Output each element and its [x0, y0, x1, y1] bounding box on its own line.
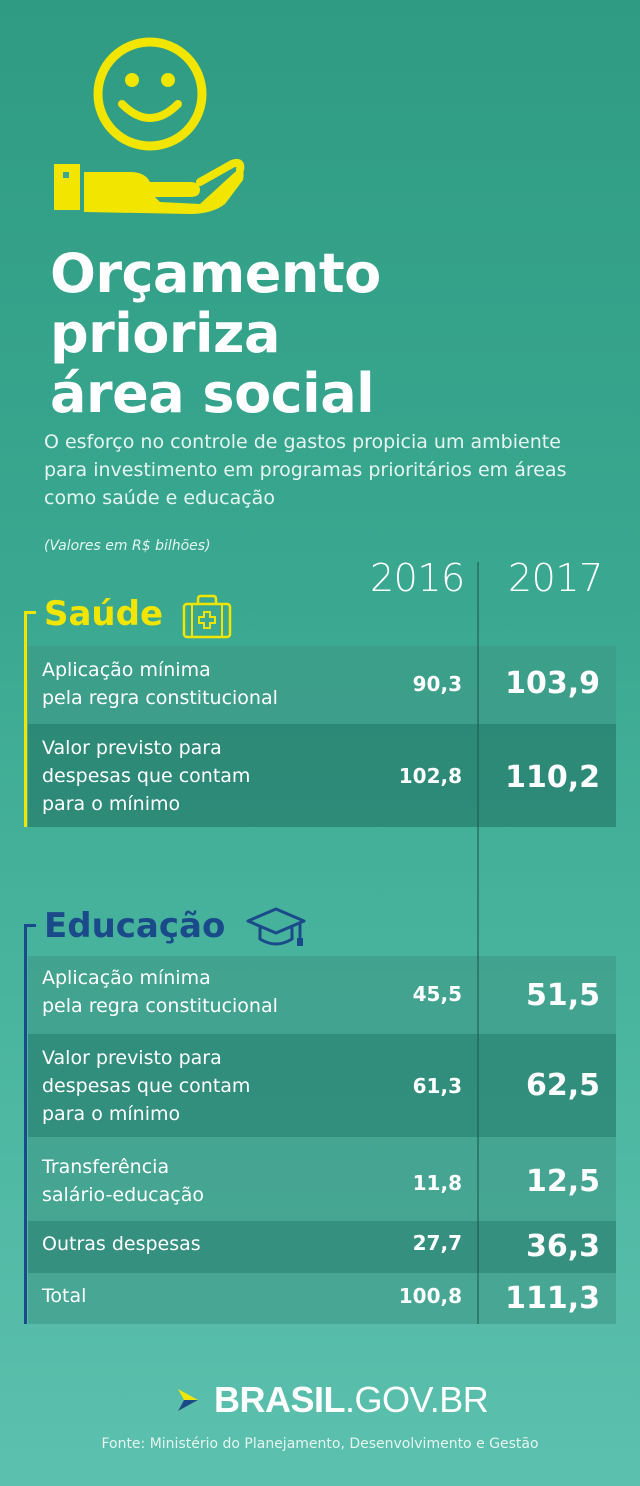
educacao-accent-bar	[24, 924, 27, 1324]
row-label: Transferência salário-educação	[42, 1153, 204, 1209]
title-line: prioriza	[50, 302, 280, 365]
row-label-line: salário-educação	[42, 1184, 204, 1206]
row-label-line: Outras despesas	[42, 1233, 201, 1255]
row-label-line: Aplicação mínima	[42, 659, 211, 681]
title-line: área social	[50, 362, 375, 425]
row-label: Valor previsto para despesas que contam …	[42, 1044, 250, 1128]
value-2017: 111,3	[505, 1281, 600, 1316]
row-label-line: pela regra constitucional	[42, 995, 278, 1017]
row-label-line: Valor previsto para	[42, 737, 222, 759]
row-label-line: Valor previsto para	[42, 1047, 222, 1069]
column-header-2016: 2016	[370, 556, 465, 600]
value-2016: 61,3	[412, 1074, 462, 1098]
table-row: Outras despesas 27,7 36,3	[28, 1221, 616, 1273]
row-label: Valor previsto para despesas que contam …	[42, 734, 250, 818]
row-label: Aplicação mínima pela regra constitucion…	[42, 964, 278, 1020]
value-2017: 36,3	[525, 1229, 600, 1264]
title-line: Orçamento	[50, 242, 381, 305]
educacao-accent-tick	[24, 924, 36, 927]
table-row: Transferência salário-educação 11,8 12,5	[28, 1137, 616, 1221]
saude-accent-tick	[24, 611, 36, 614]
smiley-hand-icon	[54, 37, 245, 214]
value-2017: 62,5	[525, 1068, 600, 1103]
source-note: Fonte: Ministério do Planejamento, Desen…	[101, 1436, 539, 1452]
section-title-saude: Saúde	[44, 594, 164, 634]
unit-note: (Valores em R$ bilhões)	[44, 538, 211, 554]
row-label-line: Aplicação mínima	[42, 967, 211, 989]
logo-arrow-icon	[178, 1389, 198, 1411]
logo-text-rest: .GOV.BR	[345, 1379, 489, 1420]
first-aid-kit-icon	[182, 594, 232, 639]
value-2017: 12,5	[525, 1164, 600, 1199]
table-row-total: Total 100,8 111,3	[28, 1273, 616, 1324]
table-row: Aplicação mínima pela regra constitucion…	[28, 956, 616, 1034]
row-label-line: Transferência	[42, 1156, 170, 1178]
saude-accent-bar	[24, 611, 27, 827]
logo-text: BRASIL.GOV.BR	[214, 1379, 489, 1421]
row-label-line: para o mínimo	[42, 793, 181, 815]
value-2017: 51,5	[525, 978, 600, 1013]
table-row: Aplicação mínima pela regra constitucion…	[28, 646, 616, 724]
logo-text-bold: BRASIL	[214, 1379, 346, 1420]
row-label-line: despesas que contam	[42, 1075, 251, 1097]
row-label-line: para o mínimo	[42, 1103, 181, 1125]
table-row: Valor previsto para despesas que contam …	[28, 1034, 616, 1137]
page-title: Orçamento prioriza área social	[50, 244, 610, 424]
row-label-line: pela regra constitucional	[42, 687, 278, 709]
graduation-cap-icon	[246, 907, 306, 946]
subtitle: O esforço no controle de gastos propicia…	[44, 431, 567, 509]
value-2016: 102,8	[398, 764, 462, 788]
value-2017: 103,9	[505, 666, 600, 701]
value-2016: 27,7	[412, 1231, 462, 1255]
table-row: Valor previsto para despesas que contam …	[28, 724, 616, 827]
value-2016: 11,8	[412, 1171, 462, 1195]
value-2016: 100,8	[398, 1284, 462, 1308]
column-header-2017: 2017	[508, 556, 603, 600]
value-2016: 45,5	[412, 982, 462, 1006]
value-2016: 90,3	[412, 672, 462, 696]
brasil-gov-logo: BRASIL.GOV.BR	[176, 1379, 489, 1421]
row-label: Outras despesas	[42, 1230, 201, 1258]
row-label-line: despesas que contam	[42, 765, 251, 787]
section-title-educacao: Educação	[44, 906, 226, 946]
row-label: Total	[42, 1282, 86, 1310]
row-label: Aplicação mínima pela regra constitucion…	[42, 656, 278, 712]
value-2017: 110,2	[505, 760, 600, 795]
column-divider	[477, 562, 479, 1324]
row-label-line: Total	[42, 1285, 87, 1307]
